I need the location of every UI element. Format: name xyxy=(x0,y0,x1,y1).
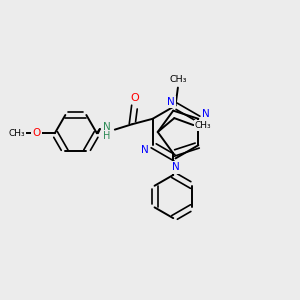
Text: N: N xyxy=(172,162,179,172)
Text: O: O xyxy=(131,93,140,103)
Text: N: N xyxy=(202,109,210,119)
Text: CH₃: CH₃ xyxy=(170,75,187,84)
Text: CH₃: CH₃ xyxy=(8,129,25,138)
Text: O: O xyxy=(32,128,41,138)
Text: N: N xyxy=(167,97,174,107)
Text: CH₃: CH₃ xyxy=(195,121,212,130)
Text: N: N xyxy=(141,145,149,155)
Text: H: H xyxy=(103,131,110,141)
Text: N: N xyxy=(103,122,110,132)
